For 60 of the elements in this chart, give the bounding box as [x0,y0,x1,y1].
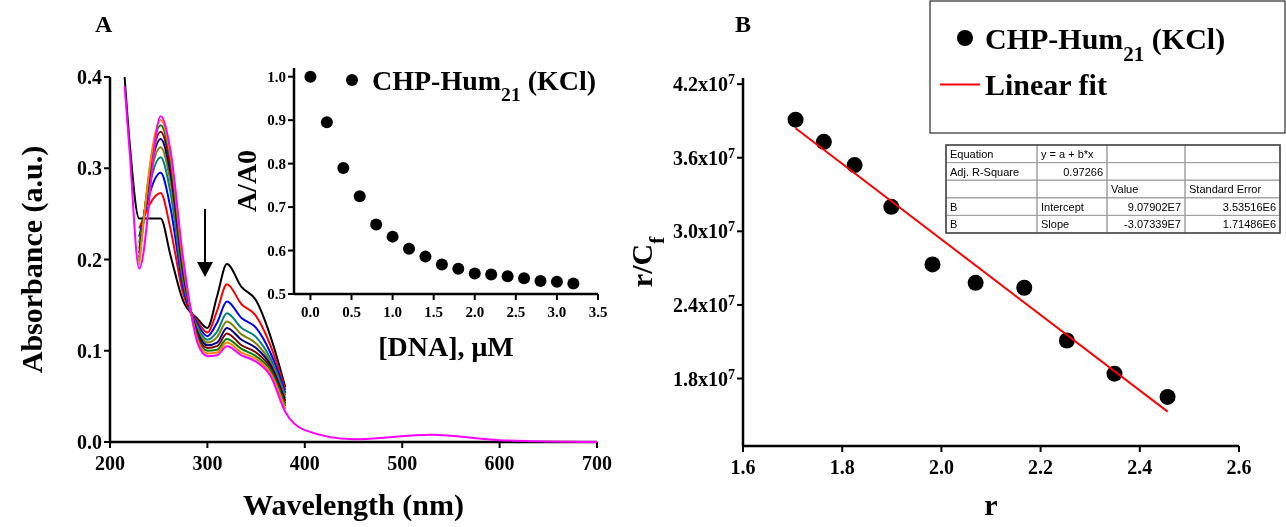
x-axis-title: r [984,488,998,521]
y-tick-label: 3.0x10$^{7}$ [673,218,735,243]
chart-title: B [735,11,752,37]
y-tick-label: 1.8x10$^{7}$ [673,366,735,390]
x-tick-label: 1.5 [424,304,444,320]
y-tick-label: 0.5 [267,286,286,303]
annotation: 3.53516E6 [1222,200,1276,213]
x-tick-label: 1.6 [730,456,756,478]
y-tick-label: 0.8 [267,155,286,172]
y-tick-label: 0.3 [77,157,102,180]
y-tick-label: 1.0 [267,68,286,85]
y-tick-label: 0.0 [77,431,102,453]
x-axis-title: [DNA], μM [378,331,514,362]
annotation: Value [1111,183,1139,196]
legend-label: CHP-Hum$_{21}$ (KCl) [372,64,597,105]
y-tick-label: 0.4 [77,66,102,88]
x-tick-label: 400 [289,452,320,474]
legend-label: CHP-Hum$_{21}$ (KCl) [985,21,1226,66]
x-tick-label: 3.0 [547,304,567,320]
annotation: 0.97266 [1063,165,1103,178]
x-tick-label: 500 [387,452,418,474]
annotation: Equation [950,148,994,160]
y-tick-label: 0.2 [77,248,102,271]
y-axis-title: Absorbance (a.u.) [15,145,49,374]
y-tick-label: 0.9 [267,112,286,129]
y-tick-label: 0.7 [267,199,287,216]
annotation: 9.07902E7 [1127,200,1181,213]
x-tick-label: 2.0 [465,304,485,320]
x-tick-label: 600 [484,452,515,474]
x-tick-label: 2.6 [1226,456,1252,478]
x-tick-label: 2.0 [928,456,954,478]
annotation: Standard Error [1189,183,1262,196]
y-tick-label: 4.2x10$^{7}$ [673,71,735,96]
annotation: Slope [1041,218,1070,231]
y-axis-title: A/A0 [231,149,262,213]
annotation: -3.07339E7 [1124,218,1181,231]
x-tick-label: 0.5 [342,304,361,320]
y-tick-label: 2.4x10$^{7}$ [673,292,735,316]
annotation: Adj. R-Square [950,165,1020,178]
legend-label: Linear fit [985,68,1107,101]
chart-title: A [95,11,113,37]
x-tick-label: 1.8 [829,456,855,478]
y-tick-label: 0.1 [77,339,102,362]
annotation: 1.71486E6 [1222,218,1276,231]
x-axis-title: Wavelength (nm) [243,488,464,522]
x-tick-label: 2.2 [1028,456,1054,478]
annotation: Intercept [1041,200,1084,213]
x-tick-label: 700 [582,452,612,474]
annotation: B [950,218,958,231]
y-tick-label: 3.6x10$^{7}$ [673,145,735,169]
x-tick-label: 1.0 [383,304,402,320]
x-tick-label: 2.5 [506,304,526,320]
annotation: y = a + b*x [1041,148,1095,160]
annotation: B [950,200,958,213]
x-tick-label: 200 [95,452,125,474]
x-tick-label: 0.0 [301,304,320,320]
y-tick-label: 0.6 [267,242,287,259]
x-tick-label: 3.5 [588,304,608,320]
x-tick-label: 300 [192,452,223,474]
x-tick-label: 2.4 [1127,456,1153,478]
